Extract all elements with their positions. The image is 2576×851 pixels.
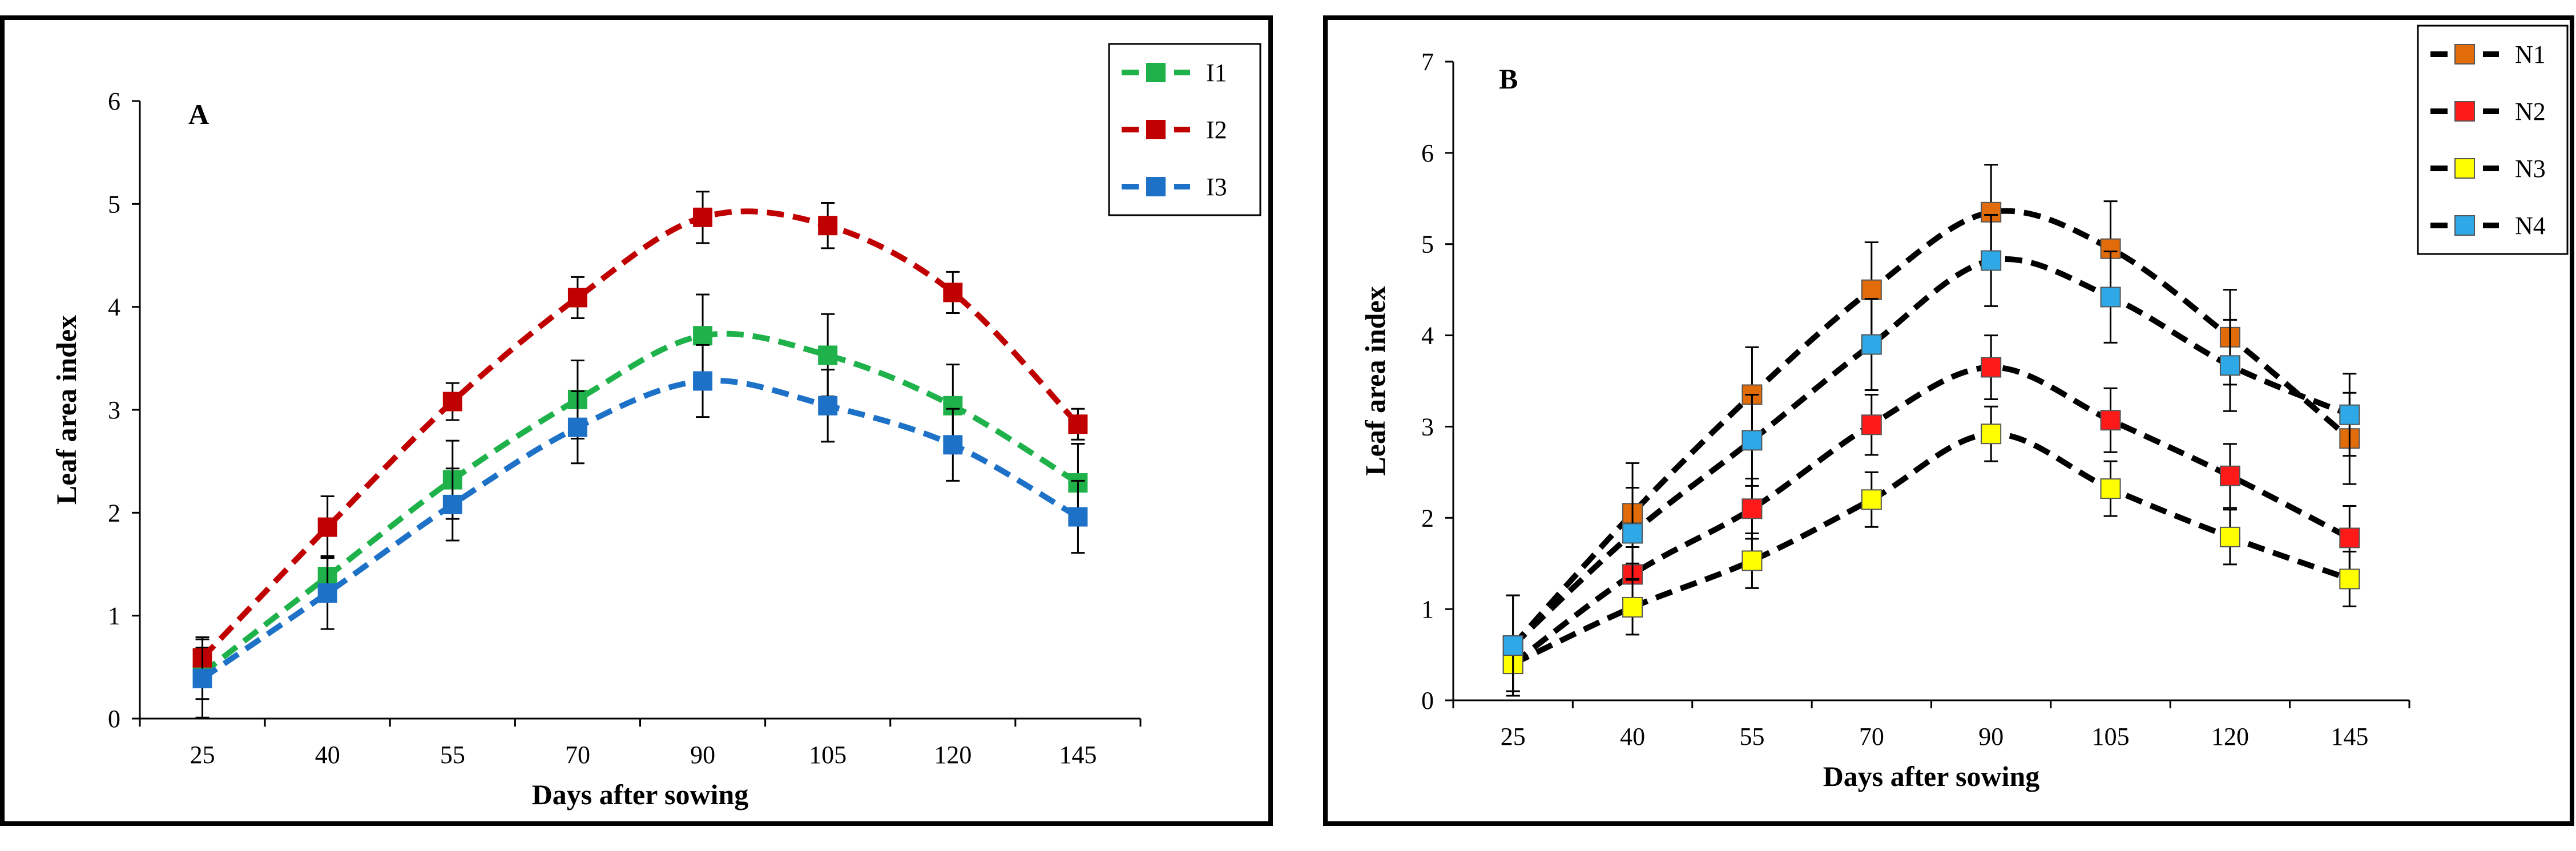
y-tick-label: 1 (108, 602, 120, 630)
y-tick-label: 5 (108, 190, 120, 218)
x-tick-label: 55 (440, 741, 465, 769)
data-point-i2 (567, 288, 587, 308)
legend-marker (1146, 177, 1166, 196)
x-tick-label: 25 (190, 741, 215, 769)
x-tick-label: 105 (809, 741, 846, 769)
x-tick-label: 70 (1859, 723, 1884, 751)
x-tick-label: 145 (2331, 723, 2368, 751)
data-point-i3 (693, 371, 713, 391)
x-tick-label: 145 (1059, 741, 1096, 769)
data-point-n2 (1981, 357, 2002, 378)
y-tick-label: 0 (1421, 687, 1434, 715)
y-tick-label: 6 (1421, 139, 1434, 167)
y-tick-label: 7 (1421, 48, 1434, 76)
series-line-n4 (1511, 256, 2351, 648)
chart-panel-a: 0 1 2 3 4 5 6 25 40 55 70 90 105 120 145 Days after sow… (0, 15, 1273, 826)
data-point-n4 (1741, 430, 1763, 451)
data-point-i3 (442, 494, 462, 514)
data-point-n3 (1622, 596, 1643, 618)
data-point-i1 (693, 326, 713, 346)
legend-label-n4: N4 (2515, 212, 2546, 240)
x-tick-label: 40 (1620, 723, 1645, 751)
x-tick-label: 55 (1739, 723, 1764, 751)
data-point-n3 (1861, 489, 1882, 510)
x-tick-label: 120 (934, 741, 971, 769)
x-tick-label: 40 (315, 741, 340, 769)
data-point-n3 (1981, 424, 2002, 445)
data-point-i3 (192, 668, 212, 688)
legend-marker (2454, 158, 2475, 179)
series-line-i1 (200, 330, 1080, 676)
legend-label-i1: I1 (1206, 59, 1227, 87)
data-point-n2 (1741, 498, 1763, 519)
y-tick-label: 0 (108, 705, 120, 733)
data-point-n2 (2339, 527, 2360, 548)
y-tick-label: 4 (108, 293, 120, 321)
data-point-i3 (1068, 507, 1088, 527)
x-tick-label: 90 (1978, 723, 2003, 751)
y-tick-label: 4 (1421, 322, 1434, 350)
legend-marker (2454, 215, 2475, 236)
x-tick-label: 105 (2092, 723, 2130, 751)
legend-label-i2: I2 (1206, 116, 1227, 144)
legend-label-n1: N1 (2515, 41, 2546, 68)
series-line-n3 (1511, 431, 2351, 667)
data-point-i3 (317, 583, 337, 603)
chart-panel-b: 0 1 2 3 4 5 6 7 25 40 55 70 90 105 120 145 Days after so… (1323, 15, 2574, 826)
y-tick-label: 2 (1421, 504, 1434, 532)
data-point-n4 (1981, 250, 2002, 271)
legend-label-n2: N2 (2515, 98, 2546, 126)
data-point-n3 (2100, 478, 2121, 499)
data-point-i2 (818, 216, 838, 236)
chart-b: 0 1 2 3 4 5 6 7 25 40 55 70 90 105 120 145 Days after so… (1359, 25, 2569, 792)
y-tick-label: 3 (108, 396, 120, 424)
panel-label: B (1499, 63, 1518, 95)
legend-label-i3: I3 (1206, 173, 1227, 201)
data-point-n2 (2100, 410, 2121, 431)
x-axis-title: Days after sowing (532, 779, 749, 810)
y-axis-title: Leaf area index (1359, 286, 1391, 475)
data-point-i2 (1068, 414, 1088, 434)
legend-marker (1146, 120, 1166, 139)
y-tick-label: 1 (1421, 595, 1434, 623)
data-point-n3 (1741, 550, 1763, 571)
data-point-i2 (943, 283, 963, 303)
y-tick-label: 5 (1421, 231, 1434, 259)
chart-a: 0 1 2 3 4 5 6 25 40 55 70 90 105 120 145 Days after sow… (50, 43, 1261, 810)
legend-box (2417, 25, 2569, 255)
data-point-i2 (442, 392, 462, 412)
data-point-i2 (317, 517, 337, 537)
y-tick-label: 2 (108, 499, 120, 527)
data-point-i3 (943, 435, 963, 455)
legend-marker (2454, 44, 2475, 64)
data-point-n3 (2219, 526, 2240, 547)
data-point-i3 (567, 417, 587, 437)
y-axis-title: Leaf area index (50, 315, 82, 505)
data-point-i1 (818, 345, 838, 365)
x-tick-label: 70 (565, 741, 590, 769)
data-point-i3 (818, 396, 838, 416)
y-tick-label: 3 (1421, 413, 1434, 441)
x-tick-label: 25 (1501, 723, 1526, 751)
data-point-n1 (1861, 279, 1882, 300)
data-point-n3 (2339, 568, 2360, 590)
data-point-n2 (1861, 414, 1882, 435)
y-tick-label: 6 (108, 87, 120, 115)
data-point-n4 (1861, 334, 1882, 355)
data-point-n2 (2219, 465, 2240, 486)
data-point-n4 (2219, 355, 2240, 376)
x-tick-label: 90 (690, 741, 715, 769)
legend-marker (2454, 101, 2475, 122)
legend-marker (1146, 63, 1166, 82)
x-axis-title: Days after sowing (1823, 760, 2040, 792)
data-point-n4 (1502, 635, 1523, 656)
data-point-n4 (2100, 287, 2121, 308)
data-point-i2 (693, 207, 713, 227)
data-point-n4 (2339, 404, 2360, 425)
legend-label-n3: N3 (2515, 155, 2546, 183)
panel-label: A (188, 98, 209, 130)
data-point-n4 (1622, 523, 1643, 544)
series-line-i3 (200, 377, 1079, 681)
x-tick-label: 120 (2211, 723, 2249, 751)
